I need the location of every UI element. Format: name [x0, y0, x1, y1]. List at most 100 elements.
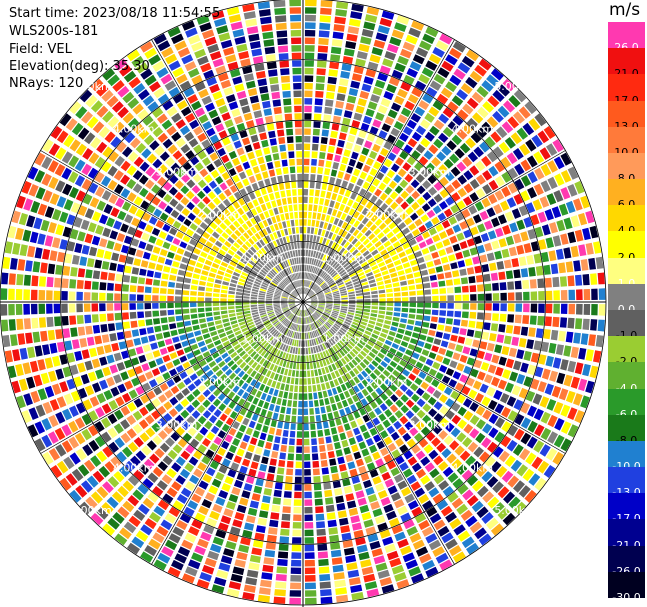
range-gate-cell: [25, 332, 33, 344]
range-gate-cell: [242, 529, 253, 539]
range-gate-cell: [221, 245, 229, 252]
range-gate-cell: [236, 147, 245, 156]
range-gate-cell: [240, 537, 251, 546]
range-gate-cell: [501, 421, 512, 433]
range-gate-cell: [405, 363, 414, 372]
range-gate-cell: [530, 352, 540, 363]
range-gate-cell: [392, 241, 401, 248]
range-gate-cell: [589, 365, 599, 379]
range-gate-cell: [378, 465, 388, 474]
range-gate-cell: [96, 393, 106, 404]
range-gate-cell: [335, 418, 342, 426]
range-gate-cell: [289, 158, 295, 166]
range-gate-cell: [565, 200, 576, 214]
range-gate-cell: [411, 404, 420, 414]
range-gate-cell: [322, 284, 328, 290]
range-gate-cell: [233, 355, 241, 362]
range-gate-cell: [493, 203, 503, 215]
range-gate-cell: [282, 292, 289, 296]
range-gate-cell: [312, 453, 319, 461]
range-gate-cell: [84, 459, 96, 472]
range-gate-cell: [306, 280, 309, 287]
range-gate-cell: [489, 333, 497, 342]
range-gate-cell: [403, 74, 415, 85]
range-gate-cell: [401, 307, 409, 313]
range-gate-cell: [291, 315, 295, 322]
range-gate-cell: [325, 358, 331, 365]
range-gate-cell: [224, 272, 232, 278]
range-gate-cell: [113, 220, 122, 230]
range-gate-cell: [407, 253, 416, 261]
range-gate-cell: [407, 343, 416, 351]
range-gate-cell: [246, 376, 253, 384]
range-gate-cell: [167, 345, 175, 353]
range-gate-cell: [111, 101, 124, 113]
range-gate-cell: [406, 526, 418, 536]
range-gate-cell: [513, 233, 522, 244]
range-gate-cell: [200, 531, 212, 542]
range-gate-cell: [345, 102, 355, 111]
range-gate-cell: [250, 134, 259, 143]
range-gate-cell: [398, 323, 406, 329]
range-gate-cell: [316, 422, 323, 430]
azimuth-spoke: [302, 301, 455, 565]
range-gate-cell: [270, 259, 276, 266]
range-gate-cell: [292, 273, 296, 281]
range-gate-cell: [21, 180, 32, 194]
range-gate-cell: [275, 358, 281, 365]
range-gate-cell: [433, 138, 444, 149]
range-gate-cell: [175, 475, 186, 485]
range-gate-cell: [264, 321, 271, 327]
range-gate-cell: [435, 331, 443, 339]
range-gate-cell: [395, 231, 404, 240]
range-gate-cell: [266, 308, 274, 312]
range-gate-cell: [65, 118, 78, 131]
range-gate-cell: [202, 246, 211, 253]
range-gate-cell: [416, 398, 426, 408]
range-gate-cell: [535, 265, 544, 276]
range-gate-cell: [309, 331, 313, 339]
range-gate-cell: [520, 159, 532, 172]
range-gate-cell: [101, 161, 112, 173]
range-gate-cell: [498, 238, 507, 248]
range-gate-cell: [171, 462, 182, 473]
range-gate-cell: [269, 355, 275, 362]
range-gate-cell: [415, 468, 427, 479]
range-gate-cell: [403, 144, 413, 154]
range-gate-cell: [224, 434, 233, 443]
range-gate-cell: [367, 61, 379, 71]
range-gate-cell: [361, 448, 370, 457]
range-gate-cell: [469, 414, 480, 426]
range-gate-cell: [539, 444, 551, 457]
range-gate-cell: [308, 308, 313, 314]
range-gate-cell: [357, 204, 364, 213]
range-gate-cell: [455, 344, 464, 353]
range-gate-cell: [294, 385, 298, 393]
range-gate-cell: [23, 393, 33, 406]
range-gate-cell: [130, 320, 138, 328]
range-gate-cell: [307, 257, 310, 264]
range-gate-cell: [266, 123, 275, 131]
range-gate-cell: [386, 297, 394, 302]
range-gate-cell: [317, 244, 322, 251]
range-gate-cell: [292, 291, 298, 297]
range-gate-cell: [402, 242, 411, 250]
range-gate-cell: [204, 557, 217, 568]
range-gate-cell: [164, 53, 178, 65]
range-gate-cell: [341, 325, 349, 331]
range-gate-cell: [289, 438, 295, 446]
range-gate-cell: [520, 175, 532, 187]
range-gate-cell: [152, 435, 163, 446]
range-gate-cell: [375, 483, 385, 492]
range-gate-cell: [180, 196, 190, 206]
range-gate-cell: [445, 227, 455, 236]
range-gate-cell: [165, 157, 175, 167]
range-gate-cell: [326, 153, 334, 161]
range-gate-cell: [526, 339, 535, 350]
range-gate-cell: [59, 477, 72, 491]
range-gate-cell: [412, 539, 425, 550]
range-gate-cell: [115, 322, 123, 331]
range-gate-cell: [243, 584, 256, 593]
range-gate-cell: [470, 226, 479, 236]
range-gate-cell: [394, 216, 402, 225]
